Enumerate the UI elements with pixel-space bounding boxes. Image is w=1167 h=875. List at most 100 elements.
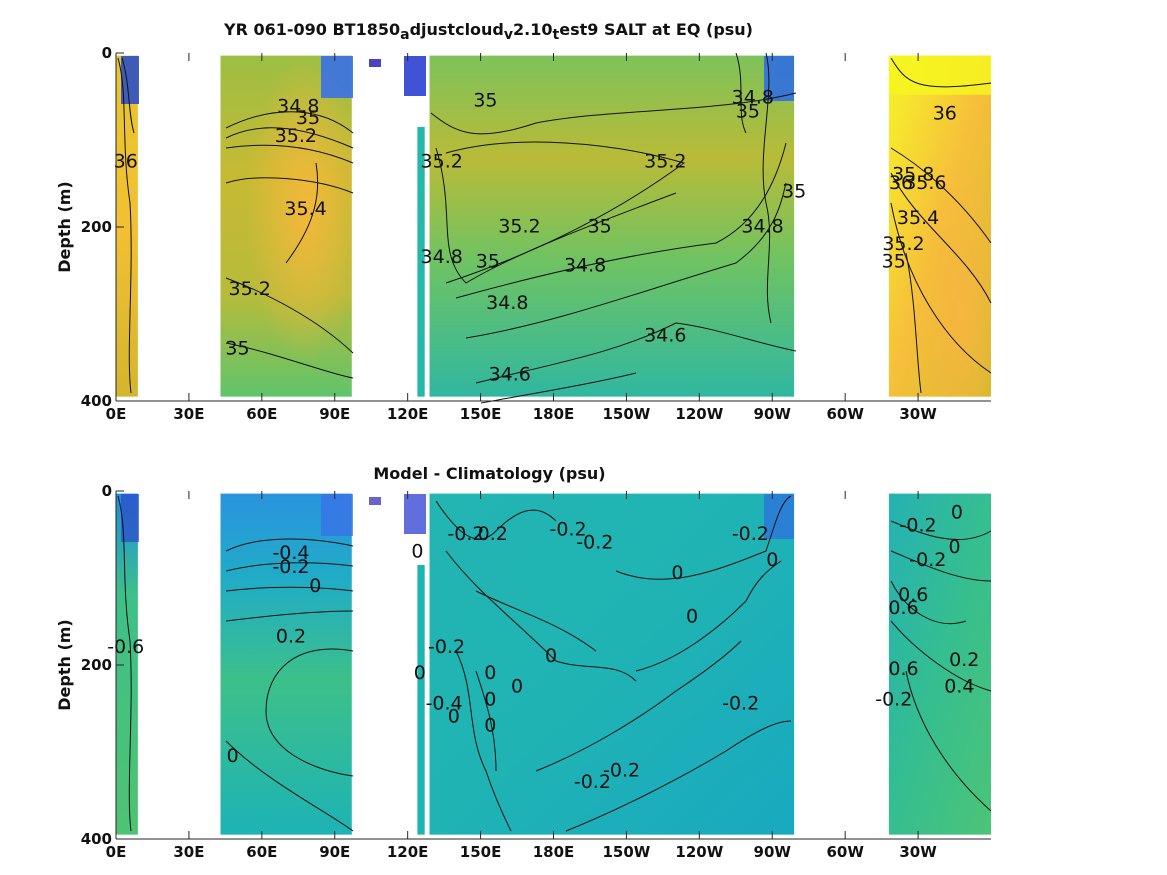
contour-line (225, 342, 354, 379)
segment-maritime-strip (417, 564, 425, 835)
contour-label: -0.2 (909, 549, 946, 571)
contour-label: -0.2 (576, 532, 613, 554)
contour-label: 0 (545, 645, 557, 667)
chart-title: Model - Climatology (psu) (373, 464, 605, 483)
title-subscript: t (553, 27, 560, 43)
contour-line (225, 177, 354, 194)
contour-line (455, 142, 787, 299)
segment-atlantic-ocean (888, 493, 991, 835)
contour-line (735, 52, 747, 134)
x-tick-label: 120W (675, 843, 723, 861)
contour-label: 35.2 (882, 233, 924, 255)
contour-label: 35 (476, 250, 500, 272)
contour-label: 0 (309, 575, 321, 597)
x-tick-label: 30W (899, 843, 937, 861)
contour-line (455, 650, 512, 832)
x-tick-label: 120W (675, 405, 723, 423)
island-patch (369, 59, 381, 67)
contour-line (905, 252, 922, 394)
contour-lines (117, 52, 992, 404)
title-subscript: v (504, 27, 513, 43)
contour-line (225, 562, 354, 572)
contour-label: -0.2 (447, 523, 484, 545)
contour-label: 35.6 (904, 172, 946, 194)
x-tick-label: 90W (754, 843, 792, 861)
contour-label: 0 (414, 662, 426, 684)
x-tick-label: 150E (460, 405, 502, 423)
x-tick-label: 120E (387, 843, 429, 861)
salinity-maximum-atlantic (888, 55, 991, 397)
contour-label: 35.2 (498, 216, 540, 238)
contour-label: 34.8 (421, 246, 463, 268)
x-tick-label: 90E (319, 843, 350, 861)
contour-line (475, 590, 597, 652)
x-tick-label: 0E (106, 843, 127, 861)
contour-label: -0.6 (107, 636, 144, 658)
contour-label: 0 (511, 675, 523, 697)
contour-line (465, 182, 787, 339)
contour-label: 35 (588, 216, 612, 238)
contour-label: 0 (484, 714, 496, 736)
x-tick-label: 60W (826, 843, 864, 861)
coastal-patch-indonesia (404, 56, 426, 96)
contour-label: 0 (411, 540, 423, 562)
contour-label: 34.8 (732, 87, 774, 109)
contour-label: 0 (484, 688, 496, 710)
contour-line (890, 147, 992, 244)
contour-lines (117, 495, 992, 832)
contour-label: 0 (948, 536, 960, 558)
contour-label: 35.2 (275, 125, 317, 147)
contour-line (435, 500, 557, 540)
contour-label: 0.6 (888, 658, 918, 680)
contour-label: 35.2 (229, 278, 271, 300)
contour-label: 35.4 (284, 198, 326, 220)
x-tick-label: 90E (319, 405, 350, 423)
contour-line (121, 57, 135, 134)
segment-pacific-ocean (429, 55, 795, 397)
contour-line (225, 277, 354, 354)
title-subscript: a (400, 27, 409, 43)
contour-line (225, 610, 354, 622)
contour-line (890, 580, 967, 625)
coastal-patch-west (121, 494, 139, 542)
contour-label: -0.2 (550, 519, 587, 541)
x-tick-label: 180E (533, 843, 575, 861)
segment-gulf-of-guinea (116, 55, 138, 397)
x-tick-label: 120E (387, 405, 429, 423)
contour-label: 34.6 (644, 324, 686, 346)
contour-line (117, 495, 132, 832)
contour-label: 35 (736, 101, 760, 123)
y-tick-label: 0 (102, 482, 112, 500)
contour-line (475, 322, 797, 384)
contour-label: 34.8 (277, 95, 319, 117)
contour-label: 36 (114, 150, 138, 172)
contour-line (890, 520, 992, 540)
contour-label: 35 (782, 181, 806, 203)
y-tick-label: 0 (102, 44, 112, 62)
contour-line (225, 144, 354, 164)
title-segment: est9 SALT at EQ (psu) (559, 20, 753, 39)
surface-salty-atlantic (888, 55, 991, 95)
coastal-patch-indian-east (321, 494, 353, 536)
x-tick-label: 150W (602, 843, 650, 861)
x-tick-label: 90W (754, 405, 792, 423)
contour-label: -0.2 (603, 760, 640, 782)
contour-label: 35 (882, 250, 906, 272)
contour-line (225, 111, 354, 134)
x-tick-label: 30E (173, 843, 204, 861)
contour-line (890, 172, 992, 304)
contour-label: 0.6 (888, 597, 918, 619)
contour-label: 0 (766, 549, 778, 571)
contour-label: -0.2 (732, 523, 769, 545)
contour-label: 35 (473, 89, 497, 111)
contour-label: 35 (225, 337, 249, 359)
title-segment: 2.10 (513, 20, 552, 39)
coastal-patch-west (121, 56, 139, 104)
contour-label: 34.8 (486, 292, 528, 314)
contour-line (890, 550, 992, 582)
x-tick-label: 150W (602, 405, 650, 423)
contour-label: 0.2 (478, 523, 508, 545)
x-tick-label: 150E (460, 843, 502, 861)
contour-label: 0.2 (276, 626, 306, 648)
contour-line (265, 648, 354, 777)
